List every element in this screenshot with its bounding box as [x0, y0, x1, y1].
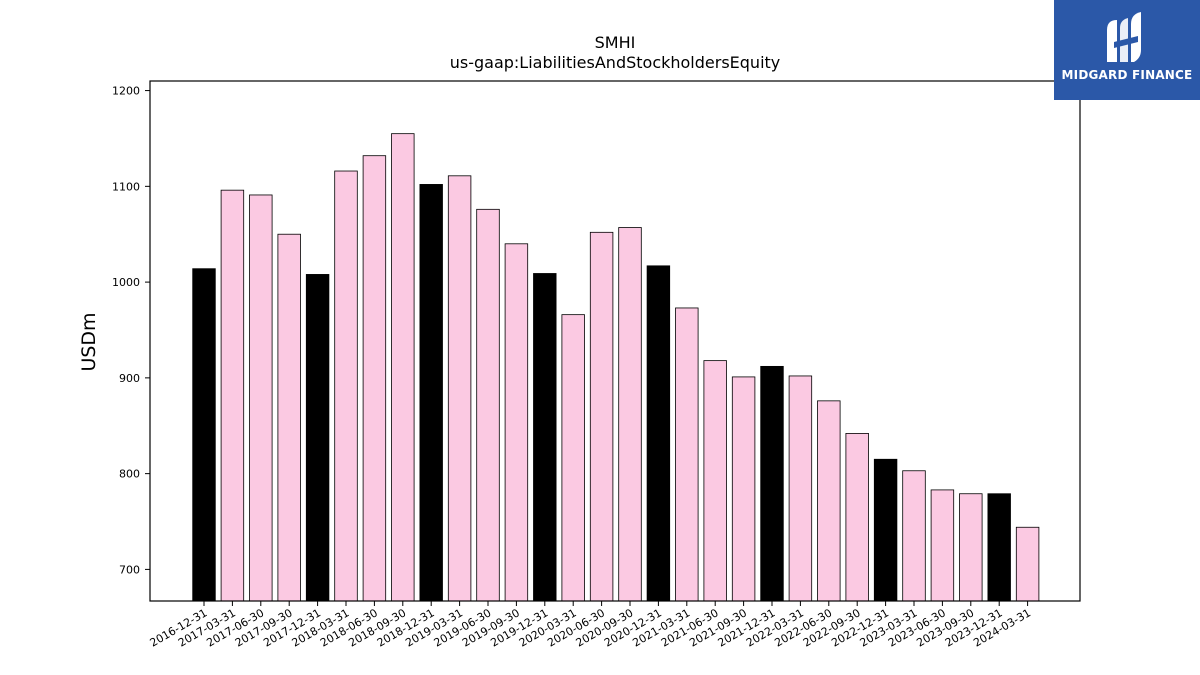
bar-2023-03-31 — [902, 470, 926, 602]
bar-2022-12-31 — [873, 458, 898, 602]
bar-2021-06-30 — [703, 360, 727, 602]
bar-2020-09-30 — [618, 227, 642, 602]
bar-2018-06-30 — [362, 155, 387, 602]
bar-2022-03-31 — [788, 375, 813, 602]
chart-subtitle: us-gaap:LiabilitiesAndStockholdersEquity — [450, 53, 781, 72]
bar-2017-06-30 — [249, 194, 273, 602]
bar-2021-03-31 — [675, 307, 699, 602]
y-tick-label: 1000 — [112, 276, 140, 289]
bar-2022-06-30 — [817, 400, 841, 602]
bar-2023-06-30 — [930, 489, 955, 602]
bar-2018-03-31 — [334, 170, 358, 602]
chart-title: SMHI — [595, 33, 636, 52]
plot-frame — [149, 80, 1081, 602]
bar-2023-09-30 — [959, 493, 983, 602]
bar-2019-09-30 — [504, 243, 529, 602]
bar-2021-09-30 — [731, 376, 756, 602]
bar-2018-12-31 — [419, 184, 443, 602]
bar-2016-12-31 — [192, 268, 216, 602]
logo-text: MIDGARD FINANCE — [1061, 68, 1193, 82]
bar-2018-09-30 — [391, 133, 415, 602]
y-tick-label: 700 — [119, 563, 140, 576]
bar-2020-12-31 — [646, 265, 671, 602]
bar-2024-03-31 — [1015, 526, 1040, 602]
bar-2020-03-31 — [561, 314, 585, 602]
bar-2019-12-31 — [533, 273, 557, 602]
y-axis-ticks: 700 800 900 1000 1100 1200 — [112, 85, 150, 576]
y-axis-label: USDm — [78, 312, 100, 371]
bar-2017-09-30 — [277, 233, 301, 602]
bar-2021-12-31 — [760, 365, 784, 602]
y-tick-label: 1200 — [112, 85, 140, 98]
x-axis-ticks: 2016-12-312017-03-312017-06-302017-09-30… — [148, 601, 1033, 650]
bar-2022-09-30 — [845, 433, 869, 602]
bar-2023-12-31 — [987, 493, 1011, 602]
bar-2019-03-31 — [447, 175, 472, 602]
bar-2017-03-31 — [220, 189, 245, 602]
bar-2017-12-31 — [305, 274, 330, 602]
midgard-logo-icon — [1107, 12, 1141, 62]
bars-group — [192, 133, 1040, 602]
brand-logo: MIDGARD FINANCE — [1054, 0, 1200, 100]
y-tick-label: 1100 — [112, 180, 140, 193]
y-tick-label: 900 — [119, 372, 140, 385]
bar-2019-06-30 — [476, 208, 500, 602]
y-tick-label: 800 — [119, 468, 140, 481]
bar-2020-06-30 — [589, 231, 614, 602]
